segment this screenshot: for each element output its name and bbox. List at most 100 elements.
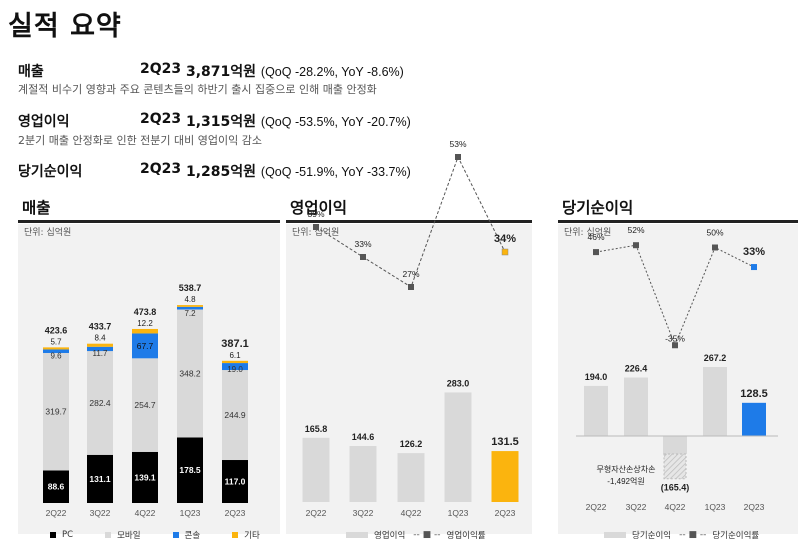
summary-period: 2Q23 — [140, 161, 182, 177]
legend-label-operating-profit: 영업이익 — [374, 531, 406, 541]
bar-net-income — [584, 385, 608, 436]
bar-operating-profit — [444, 392, 472, 502]
legend-label-net-margin: 당기순이익률 — [712, 531, 760, 541]
bar-operating-profit — [397, 453, 425, 502]
summary-period: 2Q23 — [140, 61, 182, 77]
legend-label-other: 기타 — [244, 531, 260, 541]
unit-label: 단위: 십억원 — [24, 228, 72, 238]
data-label-total: 473.8 — [134, 307, 157, 317]
marker-net-margin — [712, 244, 718, 251]
x-tick-label: 3Q22 — [90, 508, 111, 518]
panel-title-net-income: 당기순이익 — [562, 199, 634, 217]
legend-swatch-mobile — [105, 532, 112, 538]
bar-segment-pc — [177, 437, 203, 503]
bar-segment-pc — [132, 451, 158, 503]
data-label-net-income: 128.5 — [740, 388, 768, 400]
panel-divider — [18, 220, 280, 223]
legend-line-marker: -- ■ -- — [679, 530, 707, 540]
panel-divider — [558, 220, 798, 223]
bar-net-income — [703, 367, 727, 436]
legend-swatch-console — [172, 532, 179, 538]
data-label-mobile: 282.4 — [89, 398, 111, 408]
x-tick-label: 2Q23 — [744, 502, 765, 512]
marker-net-margin — [593, 249, 599, 256]
bar-net-income-impairment — [663, 453, 687, 480]
data-label-net-income: 267.2 — [704, 353, 727, 363]
x-tick-label: 1Q23 — [705, 502, 726, 512]
panel-title-operating-profit: 영업이익 — [290, 199, 348, 217]
data-label-other: 8.4 — [94, 334, 106, 343]
bar-operating-profit — [302, 437, 330, 502]
data-label-operating-margin: 33% — [354, 239, 371, 249]
x-tick-label: 4Q22 — [665, 502, 686, 512]
summary-change: (QoQ -53.5%, YoY -20.7%) — [260, 115, 411, 129]
summary-label: 당기순이익 — [18, 164, 83, 180]
legend-operating-profit: 영업이익 -- ■ -- 영업이익률 — [346, 529, 486, 541]
x-tick-label: 4Q22 — [401, 508, 422, 518]
data-label-console: 9.6 — [50, 351, 62, 360]
marker-net-margin — [672, 342, 678, 349]
bar-operating-profit — [491, 451, 519, 502]
marker-operating-margin — [501, 248, 509, 256]
bar-segment-mobile — [87, 351, 113, 455]
data-label-other: 12.2 — [137, 319, 153, 328]
summary-desc: 2분기 매출 안정화로 인한 전분기 대비 영업이익 감소 — [18, 134, 262, 147]
bar-segment-console — [43, 349, 69, 353]
bar-segment-mobile — [177, 309, 203, 438]
data-label-operating-profit: 165.8 — [305, 424, 328, 434]
bar-operating-profit — [349, 446, 377, 502]
legend-swatch-operating-profit — [346, 532, 368, 538]
summary-value: 1,285억원 — [186, 164, 257, 180]
summary-value: 3,871억원 — [186, 64, 257, 80]
data-label-operating-margin: 34% — [494, 233, 516, 245]
marker-operating-margin — [455, 154, 461, 160]
legend-label-operating-margin: 영업이익률 — [446, 531, 486, 541]
data-label-pc: 178.5 — [179, 465, 201, 475]
data-label-total: 423.6 — [45, 325, 68, 335]
data-label-operating-profit: 144.6 — [352, 432, 375, 442]
data-label-net-income: 194.0 — [585, 372, 608, 382]
marker-operating-margin — [360, 254, 366, 260]
bar-segment-mobile — [43, 352, 69, 471]
legend-swatch-other — [232, 532, 239, 538]
bar-net-income — [742, 402, 766, 436]
panel-background — [558, 224, 798, 534]
data-label-operating-margin: 53% — [449, 139, 466, 149]
summary-desc: 계절적 비수기 영향과 주요 콘텐츠들의 하반기 출시 집중으로 인해 매출 안… — [18, 83, 377, 96]
legend-label-pc: PC — [62, 530, 74, 540]
panel-divider — [286, 220, 532, 223]
data-label-total: 433.7 — [89, 322, 112, 332]
bar-segment-pc — [43, 470, 69, 503]
data-label-net-margin: 52% — [627, 225, 644, 235]
data-label-net-margin: 46% — [587, 232, 604, 242]
summary-change: (QoQ -51.9%, YoY -33.7%) — [260, 165, 411, 179]
data-label-operating-profit: 126.2 — [400, 439, 423, 449]
bar-segment-console — [87, 346, 113, 352]
bar-segment-mobile — [132, 358, 158, 452]
bar-net-income-negative — [663, 436, 687, 454]
data-label-mobile: 319.7 — [45, 407, 67, 417]
summary-change: (QoQ -28.2%, YoY -8.6%) — [260, 65, 404, 79]
summary-value: 1,315억원 — [186, 114, 257, 130]
data-label-operating-profit: 283.0 — [447, 378, 470, 388]
summary-value-wrap: 1,285억원 (QoQ -51.9%, YoY -33.7%) — [186, 161, 411, 181]
marker-operating-margin — [408, 284, 414, 290]
data-label-pc: 131.1 — [89, 474, 111, 484]
unit-label: 단위: 십억원 — [292, 228, 340, 238]
summary-value-wrap: 1,315억원 (QoQ -53.5%, YoY -20.7%) — [186, 111, 411, 131]
bar-segment-other — [43, 347, 69, 350]
x-tick-label: 2Q22 — [306, 508, 327, 518]
x-tick-label: 2Q23 — [495, 508, 516, 518]
x-tick-label: 2Q22 — [586, 502, 607, 512]
data-label-mobile: 244.9 — [224, 410, 246, 420]
page-title: 실적 요약 — [8, 11, 122, 42]
bar-segment-pc — [87, 454, 113, 503]
bar-segment-console — [222, 363, 248, 371]
data-label-pc: 139.1 — [134, 472, 156, 482]
data-label-net-income: (165.4) — [661, 483, 690, 493]
line-operating-margin — [315, 155, 506, 288]
legend-revenue: PC 모바일 콘솔 기타 — [50, 529, 260, 541]
data-label-mobile: 348.2 — [179, 368, 201, 378]
summary-value-wrap: 3,871억원 (QoQ -28.2%, YoY -8.6%) — [186, 61, 404, 81]
marker-operating-margin — [313, 224, 319, 230]
